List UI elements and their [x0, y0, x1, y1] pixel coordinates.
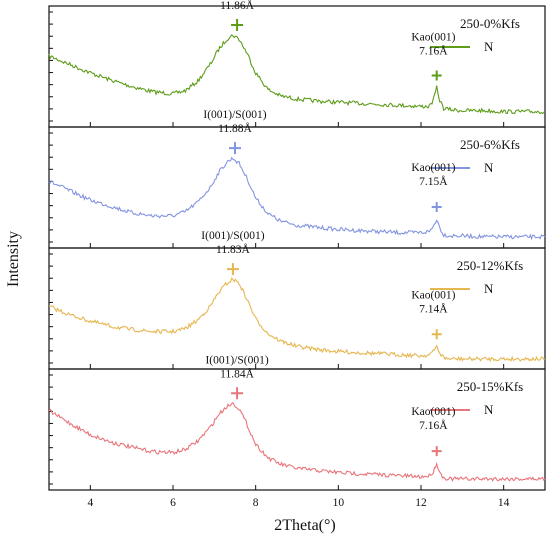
panel-frame-4 [48, 368, 546, 491]
legend-label-2: N [484, 160, 494, 175]
kao-label-1: Kao(001) [411, 32, 455, 44]
peak-spacing-1: 11.86Å [220, 0, 254, 12]
panel-title-2: 250-6%Kfs [460, 137, 520, 152]
peak-label-4: I(001)/S(001) [205, 354, 268, 366]
x-tick-label: 6 [170, 497, 176, 509]
legend-label-3: N [484, 281, 494, 296]
peak-marker-1 [231, 19, 244, 31]
kao-spacing-4: 7.16Å [419, 418, 448, 432]
kao-marker-3 [431, 329, 442, 340]
series-line-4 [48, 401, 546, 482]
kao-marker-1 [431, 70, 442, 81]
kao-marker-4 [431, 446, 442, 457]
peak-spacing-3: 11.83Å [216, 242, 250, 256]
panel-title-1: 250-0%Kfs [460, 16, 520, 31]
x-tick-label: 12 [415, 497, 427, 509]
series-line-3 [48, 277, 546, 363]
series-line-1 [48, 33, 546, 115]
kao-marker-2 [431, 202, 442, 212]
x-tick-label: 8 [253, 497, 259, 509]
kao-spacing-3: 7.14Å [419, 301, 448, 315]
kao-spacing-2: 7.15Å [419, 174, 448, 188]
x-tick-label: 14 [498, 497, 510, 509]
y-axis-label: Intensity [5, 231, 22, 287]
legend-label-4: N [484, 402, 494, 417]
peak-marker-3 [226, 263, 239, 276]
peak-label-2: I(001)/S(001) [203, 109, 266, 121]
series-line-2 [48, 156, 546, 241]
kao-label-4: Kao(001) [411, 406, 455, 418]
peak-label-3: I(001)/S(001) [201, 230, 264, 242]
kao-spacing-1: 7.16Å [419, 44, 448, 58]
kao-label-2: Kao(001) [411, 162, 455, 174]
x-tick-label: 10 [333, 497, 345, 509]
panel-title-3: 250-12%Kfs [457, 258, 523, 273]
kao-label-3: Kao(001) [411, 289, 455, 301]
peak-marker-2 [229, 142, 241, 155]
peak-spacing-2: 11.88Å [218, 121, 252, 135]
legend-label-1: N [484, 39, 494, 54]
x-tick-label: 4 [87, 497, 93, 509]
peak-marker-4 [231, 387, 244, 400]
peak-spacing-4: 11.84Å [220, 366, 254, 380]
panel-title-4: 250-15%Kfs [457, 379, 523, 394]
x-axis-label: 2Theta(°) [274, 517, 336, 534]
